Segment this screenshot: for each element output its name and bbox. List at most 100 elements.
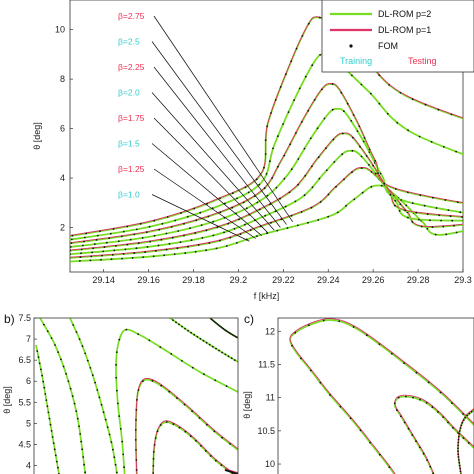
panel-b-curve-1-fom-point xyxy=(36,350,39,352)
panel-a-curve-beta-2.25-fom-point xyxy=(394,188,397,190)
panel-a-curves xyxy=(70,16,473,263)
panel-c-y-tick-label: 12 xyxy=(265,326,275,336)
panel-a-curve-beta-2.25-fom-point xyxy=(331,83,334,85)
panel-b-curve-2-fom-point xyxy=(43,323,45,326)
panel-c-curve-3-fom-point xyxy=(457,459,460,461)
panel-a-curve-beta-2-fom-point xyxy=(275,186,278,189)
panel-b-curve-1-fom-point xyxy=(45,399,48,401)
panel-b-curve-3-fom-point xyxy=(75,331,78,333)
panel-a-curve-beta-2-fom-point xyxy=(435,207,438,209)
panel-c-curve-1-fom-point xyxy=(359,429,362,432)
panel-a-curve-beta-2.5-fom-point xyxy=(236,197,238,200)
panel-b-curve-1-fom-point xyxy=(52,442,55,444)
panel-a-curve-beta-2-fom-point xyxy=(471,213,473,215)
panel-a-curve-beta-1.5-fom-point xyxy=(91,251,93,254)
panel-b-curve-4-fom-point xyxy=(115,351,118,353)
panel-b-curve-3-fom-point xyxy=(98,396,101,399)
panel-b-y-tick-label: 4.5 xyxy=(18,439,31,449)
panel-a-curve-beta-2.5-fom-point xyxy=(109,232,112,235)
panel-a-curve-beta-1.75-fom-point xyxy=(415,211,418,214)
panel-c-curve-1-fom-point xyxy=(378,343,381,346)
panel-a-curve-beta-1-fom-point xyxy=(236,242,238,244)
panel-a-curve-beta-2-fom-point xyxy=(303,147,306,150)
panel-a-curve-beta-1-fom-point xyxy=(276,229,279,232)
panel-b-curve-6-fom-point xyxy=(225,329,227,332)
panel-b-curve-5-fom-point xyxy=(172,319,174,321)
panel-a-curve-beta-1.5-fom-point xyxy=(398,210,401,212)
panel-a-curve-beta-1.25-fom-point xyxy=(327,193,330,196)
panel-b-y-tick-label: 5 xyxy=(26,418,31,428)
panel-b-curve-8-fom-point xyxy=(172,423,175,426)
panel-a-x-tick-label: 29.26 xyxy=(362,275,385,285)
panel-a-curve-beta-2.5-fom-point xyxy=(265,173,268,175)
panel-b-curve-6-fom-point xyxy=(229,332,231,335)
panel-a-curve-beta-1.5-fom-point xyxy=(351,149,354,152)
panel-a-curve-beta-1.25-fom-point xyxy=(399,203,402,206)
panel-a-curve-beta-1.75-fom-point xyxy=(317,156,320,159)
panel-b-curve-2-fom-point xyxy=(57,351,59,353)
panel-a-curve-beta-1.5-fom-point xyxy=(80,252,82,255)
panel-b-curve-6-fom-point xyxy=(226,330,229,333)
panel-a-curve-beta-1.25-fom-point xyxy=(144,251,147,254)
panel-a-curve-beta-2-fom-point xyxy=(141,237,144,239)
panel-a-curve-beta-2-fom-point xyxy=(81,244,84,247)
panel-c-curve-1-fom-point xyxy=(294,331,297,334)
panel-a-curve-beta-2-fom-point xyxy=(379,172,382,175)
panel-a-curve-beta-2.75-fom-point xyxy=(71,234,74,237)
panel-a-curve-beta-1.25-fom-point xyxy=(351,171,353,174)
panel-b-curve-2-fom-point xyxy=(80,440,83,443)
panel-a-curve-beta-1.75-fom-point xyxy=(352,136,354,139)
panel-a-curve-beta-1.25-fom-point xyxy=(370,171,373,173)
panel-a-x-tick-label: 29.3 xyxy=(454,275,472,285)
panel-b-curve-8-fom-point xyxy=(178,426,181,429)
panel-a-curve-beta-2.5 xyxy=(70,53,463,241)
panel-a-curve-beta-1.25-fom-point xyxy=(343,178,345,181)
panel-a-curve-beta-2-fom-point xyxy=(343,110,345,113)
panel-c-curve-1-fom-point xyxy=(388,466,391,468)
panel-b-curve-1-fom-point xyxy=(53,448,56,451)
panel-a-curve-beta-2.75-fom-point xyxy=(264,153,267,155)
panel-b-curve-4-fom-point xyxy=(118,415,121,417)
panel-a-curve-beta-2.5-fom-point xyxy=(83,236,86,239)
panel-b-curve-8-fom-point xyxy=(152,458,155,460)
panel-a-curve-beta-2.25-fom-point xyxy=(145,231,148,234)
panel-c-y-ticks: 10 10.5 11 11.5 12 xyxy=(257,326,281,469)
panel-a-curve-beta-1-fom-point xyxy=(370,185,373,188)
panel-a-curve-beta-2.75-fom-point xyxy=(255,178,258,181)
panel-a-curve-beta-2.5-fom-point xyxy=(135,228,138,231)
panel-c-y-tick-label: 11.5 xyxy=(258,359,275,369)
panel-b-curve-1-fom-point xyxy=(41,374,43,377)
panel-a-curve-beta-2.5-fom-point xyxy=(378,102,381,105)
panel-a-curve-beta-2.25-fom-point xyxy=(301,120,303,123)
panel-a-curve-beta-2.75-fom-point xyxy=(378,74,381,76)
panel-a-curve-beta-2.75-fom-point xyxy=(153,219,156,222)
panel-a-curve-beta-1.25-fom-point xyxy=(464,224,466,226)
panel-c-curve-1-fom-point xyxy=(322,319,325,322)
panel-a-curve-beta-2-fom-point xyxy=(177,230,180,232)
panel-a-curve-beta-1-fom-point xyxy=(405,204,408,207)
panel-a-curve-beta-1-fom-point xyxy=(184,252,187,255)
panel-b-curve-3-fom-point xyxy=(72,324,75,326)
panel-a-curve-beta-1.75-fom-point xyxy=(126,243,129,246)
panel-a-curve-beta-1-fom-point xyxy=(225,245,228,247)
panel-c-y-tick-label: 10 xyxy=(265,459,275,469)
panel-a-x-axis-label: f [kHz] xyxy=(254,291,280,301)
panel-b-curve-3-fom-point xyxy=(106,426,109,428)
panel-a-curve-beta-1-fom-point xyxy=(70,260,71,263)
panel-b-y-tick-label: 4 xyxy=(26,461,31,471)
panel-b-curve-4-fom-point xyxy=(170,353,173,355)
panel-a-curve-beta-2.75-fom-point xyxy=(206,202,209,205)
panel-b-curve-7-fom-point xyxy=(135,419,137,421)
panel-a-curve-beta-1.75-fom-point xyxy=(394,204,396,207)
panel-a-curve-beta-2-fom-point xyxy=(245,207,248,210)
panel-b-y-tick-label: 5.5 xyxy=(18,397,31,407)
panel-b-curve-1-fom-point xyxy=(46,405,49,408)
panel-b-curve-9-fom-point xyxy=(224,469,227,472)
panel-c-curve-1-fom-point xyxy=(390,352,393,355)
panel-b-curve-2-fom-point xyxy=(82,456,85,458)
panel-a-curve-beta-2-fom-point xyxy=(117,240,120,243)
panel-a-curve-beta-2.25-fom-point xyxy=(321,88,323,91)
panel-a-curve-beta-1.5-fom-point xyxy=(179,241,182,244)
panel-b-curve-6-fom-point xyxy=(235,336,238,339)
panel-a-y-tick-label: 8 xyxy=(60,74,65,84)
